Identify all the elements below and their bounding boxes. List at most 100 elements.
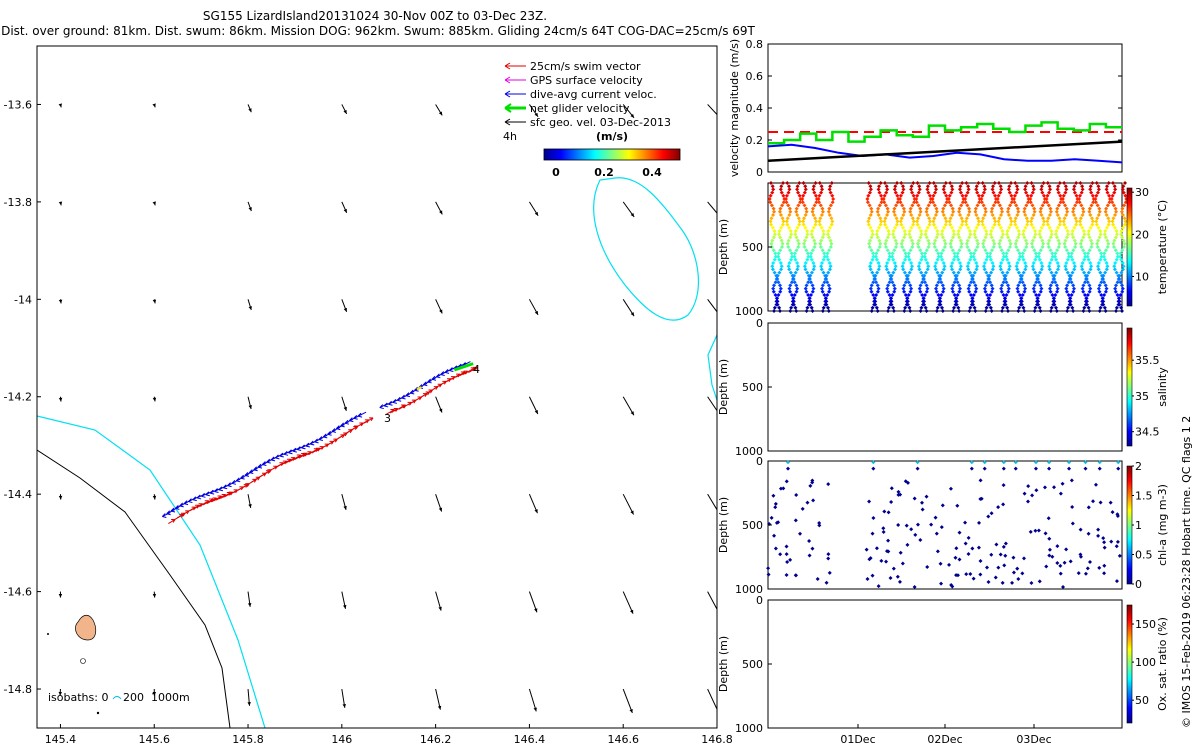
temperature-point bbox=[934, 206, 939, 211]
dive-avg-current-head bbox=[435, 373, 441, 379]
chl-point bbox=[1021, 556, 1026, 561]
chl-point bbox=[1064, 547, 1069, 552]
temperature-point bbox=[1015, 286, 1020, 291]
temperature-point bbox=[1107, 219, 1112, 224]
dive-avg-current-head bbox=[231, 479, 237, 485]
temperature-point bbox=[890, 280, 895, 285]
temperature-point bbox=[941, 213, 946, 217]
chl-point bbox=[794, 493, 799, 498]
temperature-point bbox=[1053, 280, 1058, 285]
temperature-point bbox=[883, 241, 888, 246]
temperature-point bbox=[884, 190, 889, 195]
temperature-point bbox=[982, 261, 987, 265]
temperature-point bbox=[1014, 184, 1019, 189]
temperature-point bbox=[1063, 190, 1068, 195]
colorbar-tick-label: 35 bbox=[1135, 390, 1149, 403]
temperature-point bbox=[870, 229, 875, 233]
temperature-point bbox=[1087, 209, 1092, 214]
temperature-point bbox=[999, 187, 1004, 192]
sfc-velocity-arrow bbox=[707, 493, 717, 511]
temperature-point bbox=[941, 187, 946, 192]
temperature-point bbox=[1047, 238, 1052, 243]
dive-avg-current-head bbox=[405, 392, 411, 398]
temperature-point bbox=[1063, 203, 1068, 208]
temperature-point bbox=[1069, 251, 1074, 256]
sfc-velocity-arrowhead bbox=[58, 495, 63, 500]
sfc-velocity-arrow bbox=[707, 591, 717, 611]
temperature-point bbox=[894, 241, 899, 246]
temperature-point bbox=[796, 241, 801, 246]
temperature-point bbox=[885, 286, 890, 291]
chl-point bbox=[996, 505, 1001, 510]
temperature-point bbox=[1028, 200, 1033, 205]
temperature-point bbox=[779, 190, 784, 195]
sfc-velocity-arrow bbox=[707, 201, 717, 214]
reef-isobath-loop bbox=[593, 177, 700, 321]
temperature-point bbox=[957, 248, 962, 253]
sfc-velocity-arrowhead bbox=[58, 593, 63, 598]
temperature-point bbox=[1074, 222, 1079, 227]
section-y-tick-label: 1000 bbox=[735, 445, 763, 458]
temperature-point bbox=[1102, 305, 1107, 310]
temperature-point bbox=[824, 277, 829, 281]
temperature-point bbox=[1097, 206, 1102, 211]
swim-vector bbox=[363, 417, 374, 424]
temperature-point bbox=[1114, 232, 1119, 237]
chl-point bbox=[1109, 539, 1114, 544]
dive-avg-current-head bbox=[218, 486, 223, 492]
temperature-point bbox=[903, 257, 908, 262]
temperature-point bbox=[891, 305, 896, 310]
temperature-point bbox=[1071, 248, 1076, 253]
temperature-point bbox=[1098, 257, 1103, 262]
temperature-point bbox=[923, 257, 928, 262]
temperature-point bbox=[1082, 270, 1087, 275]
temperature-point bbox=[974, 187, 979, 192]
temperature-point bbox=[809, 305, 814, 310]
temperature-point bbox=[982, 225, 987, 230]
temperature-point bbox=[882, 193, 887, 198]
temperature-point bbox=[1119, 229, 1124, 233]
temperature-point bbox=[968, 257, 973, 262]
temperature-point bbox=[1104, 213, 1109, 217]
map-y-tick-label: -14.6 bbox=[4, 586, 32, 599]
temperature-point bbox=[1024, 264, 1029, 269]
section-colorbar bbox=[1126, 465, 1133, 585]
temperature-point bbox=[999, 235, 1004, 240]
temperature-point bbox=[889, 273, 894, 278]
temperature-point bbox=[914, 197, 919, 201]
temperature-point bbox=[829, 181, 834, 185]
temperature-point bbox=[893, 264, 898, 269]
sfc-velocity-arrowhead bbox=[438, 606, 442, 611]
temperature-point bbox=[1118, 280, 1123, 285]
dive-avg-current-head bbox=[379, 404, 384, 410]
temperature-point bbox=[917, 225, 922, 230]
temperature-point bbox=[989, 235, 994, 240]
temperature-point bbox=[1087, 289, 1092, 294]
temperature-point bbox=[1089, 238, 1094, 243]
temperature-point bbox=[998, 190, 1003, 195]
temperature-point bbox=[970, 296, 975, 301]
temperature-point bbox=[983, 209, 988, 214]
temperature-point bbox=[922, 273, 927, 278]
temperature-point bbox=[917, 267, 922, 272]
temperature-point bbox=[1080, 261, 1085, 265]
temperature-point bbox=[911, 193, 916, 198]
chl-point bbox=[1068, 559, 1073, 564]
temperature-point bbox=[1087, 235, 1092, 240]
temperature-point bbox=[891, 209, 896, 214]
dive-avg-current-head bbox=[335, 425, 341, 431]
temperature-point bbox=[1032, 309, 1037, 313]
temperature-point bbox=[1121, 264, 1126, 269]
temperature-point bbox=[1089, 203, 1094, 208]
temperature-point bbox=[829, 216, 834, 221]
dive-avg-current-head bbox=[305, 442, 310, 448]
sfc-velocity-arrowhead bbox=[629, 609, 634, 614]
dive-avg-current-head bbox=[175, 505, 180, 510]
temperature-point bbox=[871, 293, 876, 297]
chl-point bbox=[935, 549, 940, 554]
temperature-point bbox=[977, 200, 982, 205]
chl-point bbox=[920, 507, 925, 512]
temperature-point bbox=[794, 283, 799, 288]
temperature-point bbox=[898, 193, 903, 198]
temperature-point bbox=[932, 203, 937, 208]
